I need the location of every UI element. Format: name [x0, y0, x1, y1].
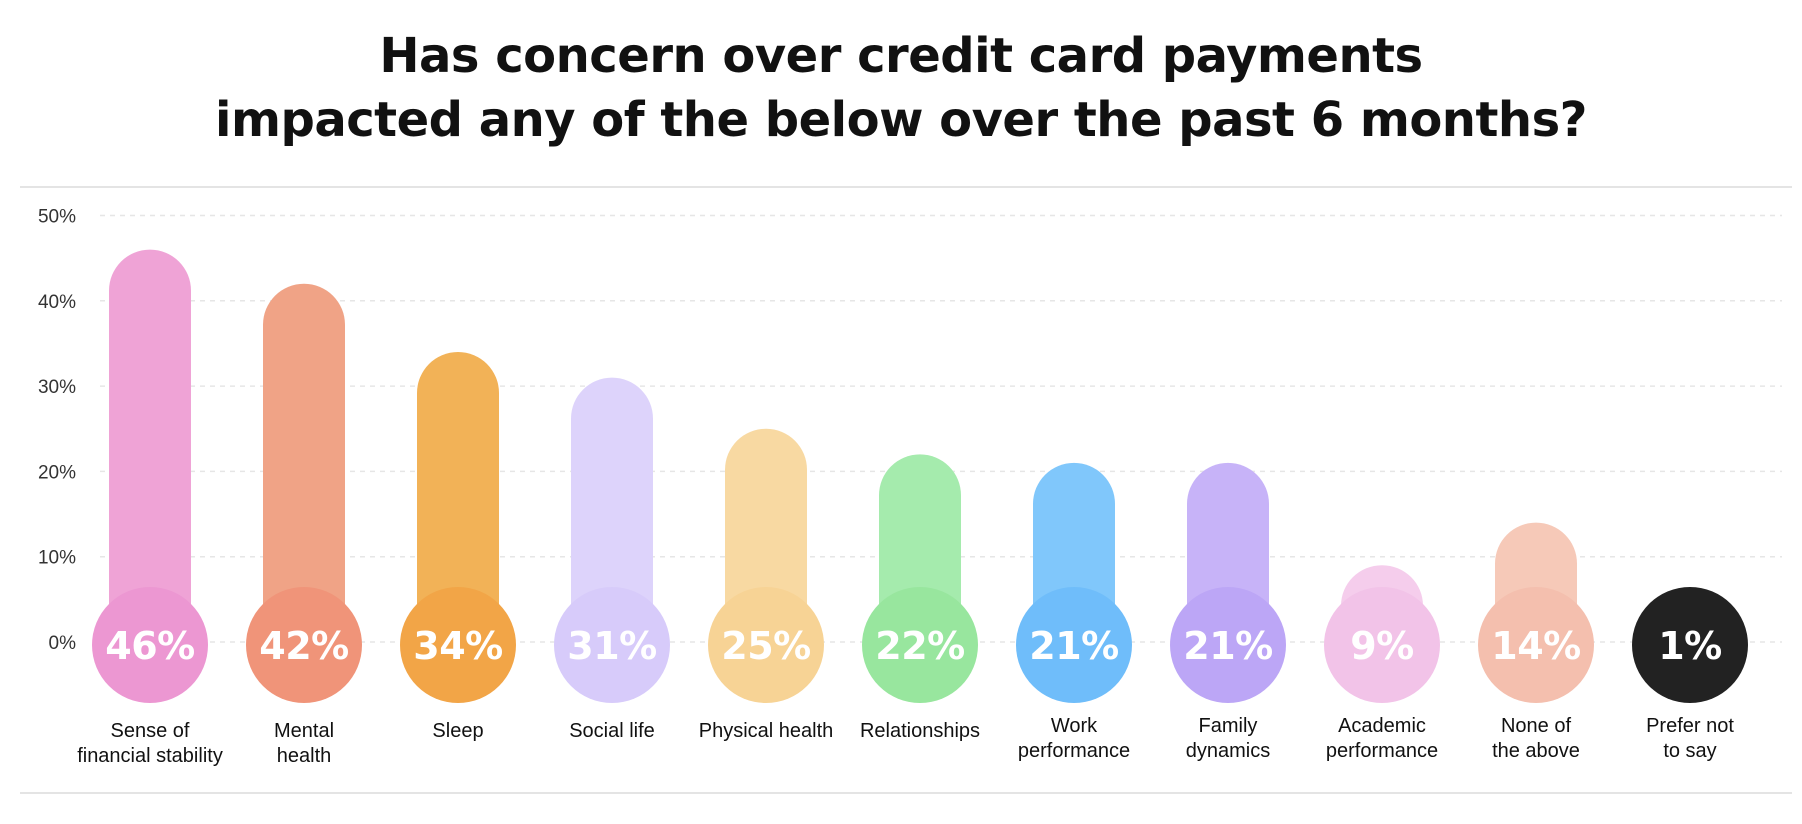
category-label-line: Family: [1199, 715, 1258, 737]
y-tick-label: 10%: [38, 548, 76, 569]
bar: [417, 351, 499, 646]
chart-title: Has concern over credit card payments im…: [0, 24, 1802, 152]
category-label-line: None of: [1501, 715, 1571, 737]
category-label: None of the above: [1492, 715, 1580, 762]
category-label-line: Academic: [1338, 715, 1426, 737]
category-label-line: Social life: [569, 720, 655, 742]
category-label-line: health: [277, 745, 332, 767]
data-label: 22%: [875, 624, 964, 668]
category-label-line: Mental: [274, 720, 334, 742]
value-circle: [1478, 587, 1594, 703]
value-circle: [1632, 587, 1748, 703]
bar: [263, 283, 345, 646]
category-label: Physical health: [699, 720, 834, 742]
category-label-line: dynamics: [1186, 740, 1270, 762]
data-label: 46%: [105, 624, 194, 668]
data-label: 42%: [259, 624, 348, 668]
bar: [109, 249, 191, 646]
category-label-line: Sleep: [432, 720, 483, 742]
data-label: 21%: [1029, 624, 1118, 668]
category-label-line: Relationships: [860, 720, 980, 742]
category-label: Family dynamics: [1186, 715, 1270, 762]
data-label: 14%: [1491, 624, 1580, 668]
value-circle: [400, 587, 516, 703]
value-circle: [246, 587, 362, 703]
category-label-line: performance: [1018, 740, 1130, 762]
value-circle: [862, 587, 978, 703]
category-label: Social life: [569, 720, 655, 742]
category-label: Sleep: [432, 720, 483, 742]
data-label: 31%: [567, 624, 656, 668]
category-label: Academic performance: [1326, 715, 1438, 762]
category-label-line: performance: [1326, 740, 1438, 762]
category-label-line: Work: [1051, 715, 1098, 737]
value-circle: [554, 587, 670, 703]
value-circle: [92, 587, 208, 703]
data-label: 1%: [1658, 624, 1722, 668]
category-label-line: Sense of: [111, 720, 190, 742]
y-tick-label: 40%: [38, 292, 76, 313]
y-tick-label: 50%: [38, 207, 76, 228]
data-label: 9%: [1350, 624, 1414, 668]
data-label: 25%: [721, 624, 810, 668]
chart-title-line-2: impacted any of the below over the past …: [214, 92, 1588, 148]
data-label: 21%: [1183, 624, 1272, 668]
category-label-line: financial stability: [77, 745, 223, 767]
category-label-line: Physical health: [699, 720, 834, 742]
chart-title-line-1: Has concern over credit card payments: [379, 28, 1423, 84]
category-label: Work performance: [1018, 715, 1130, 762]
category-label: Sense of financial stability: [77, 720, 223, 767]
category-label: Relationships: [860, 720, 980, 742]
value-circle: [708, 587, 824, 703]
top-divider: [20, 186, 1792, 188]
data-label: 34%: [413, 624, 502, 668]
value-circle: [1170, 587, 1286, 703]
value-circle: [1016, 587, 1132, 703]
category-label: Mental health: [274, 720, 334, 767]
bottom-divider: [20, 792, 1792, 794]
category-label-line: Prefer not: [1646, 715, 1734, 737]
value-circle: [1324, 587, 1440, 703]
category-label-line: the above: [1492, 740, 1580, 762]
y-tick-label: 0%: [49, 633, 77, 654]
bar: [571, 377, 653, 646]
y-tick-label: 30%: [38, 377, 76, 398]
category-label: Prefer not to say: [1646, 715, 1734, 762]
category-label-line: to say: [1663, 740, 1716, 762]
y-tick-label: 20%: [38, 462, 76, 483]
